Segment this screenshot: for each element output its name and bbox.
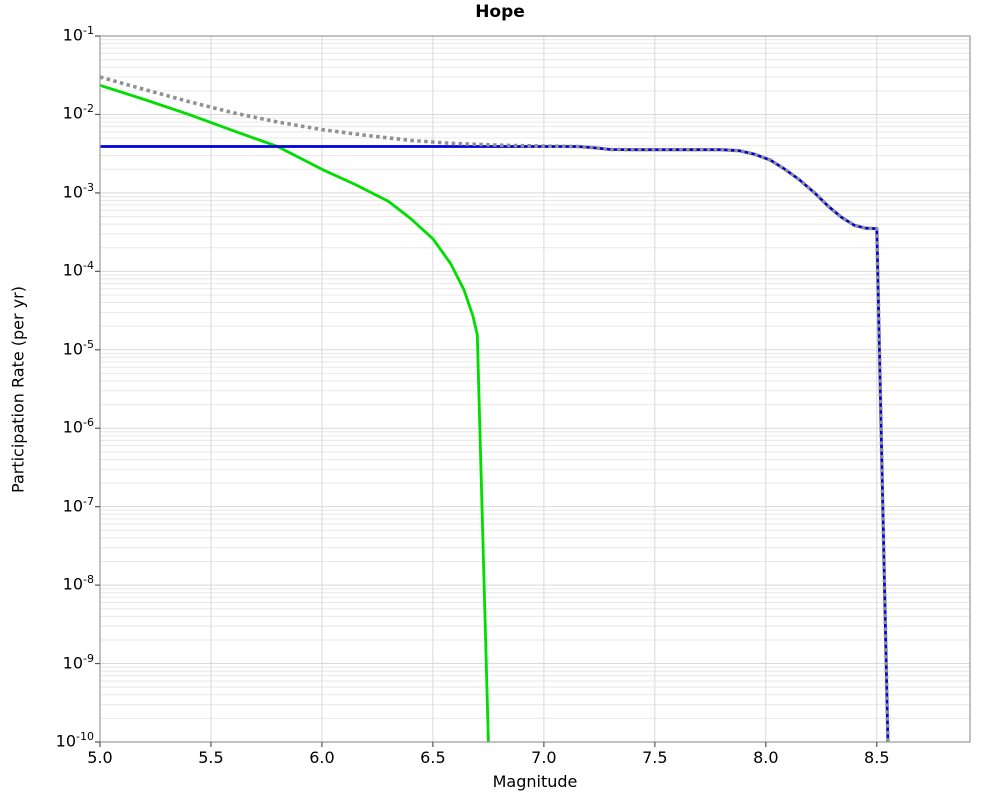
series-solid-blue: [100, 145, 890, 743]
x-tick-label: 5.5: [198, 748, 224, 767]
y-tick-label: 10-7: [62, 494, 94, 515]
y-axis-label: Participation Rate (per yr): [8, 286, 28, 493]
x-tick-label: 8.0: [753, 748, 779, 767]
series-solid-green: [99, 83, 490, 743]
y-tick-label: 10-8: [62, 573, 94, 594]
x-tick-label: 6.0: [309, 748, 335, 767]
y-tick-label: 10-3: [62, 180, 94, 202]
x-tick-label: 7.5: [642, 748, 668, 767]
x-axis-label: Magnitude: [492, 772, 578, 791]
x-tick-label: 6.5: [420, 748, 446, 767]
x-tick-label: 7.0: [531, 748, 557, 767]
y-tick-label: 10-4: [62, 259, 94, 280]
y-tick-label: 10-6: [62, 416, 94, 437]
y-tick-label: 10-5: [62, 337, 94, 359]
y-tick-label: 10-10: [55, 730, 94, 751]
chart-title: Hope: [475, 2, 525, 22]
y-tick-label: 10-1: [62, 24, 94, 45]
y-tick-label: 10-2: [62, 102, 94, 123]
x-tick-label: 5.0: [87, 748, 113, 767]
y-tick-label: 10-9: [62, 651, 94, 672]
x-tick-label: 8.5: [864, 748, 890, 767]
plot-frame: [99, 35, 971, 743]
series-dotted-gray: [99, 75, 890, 743]
